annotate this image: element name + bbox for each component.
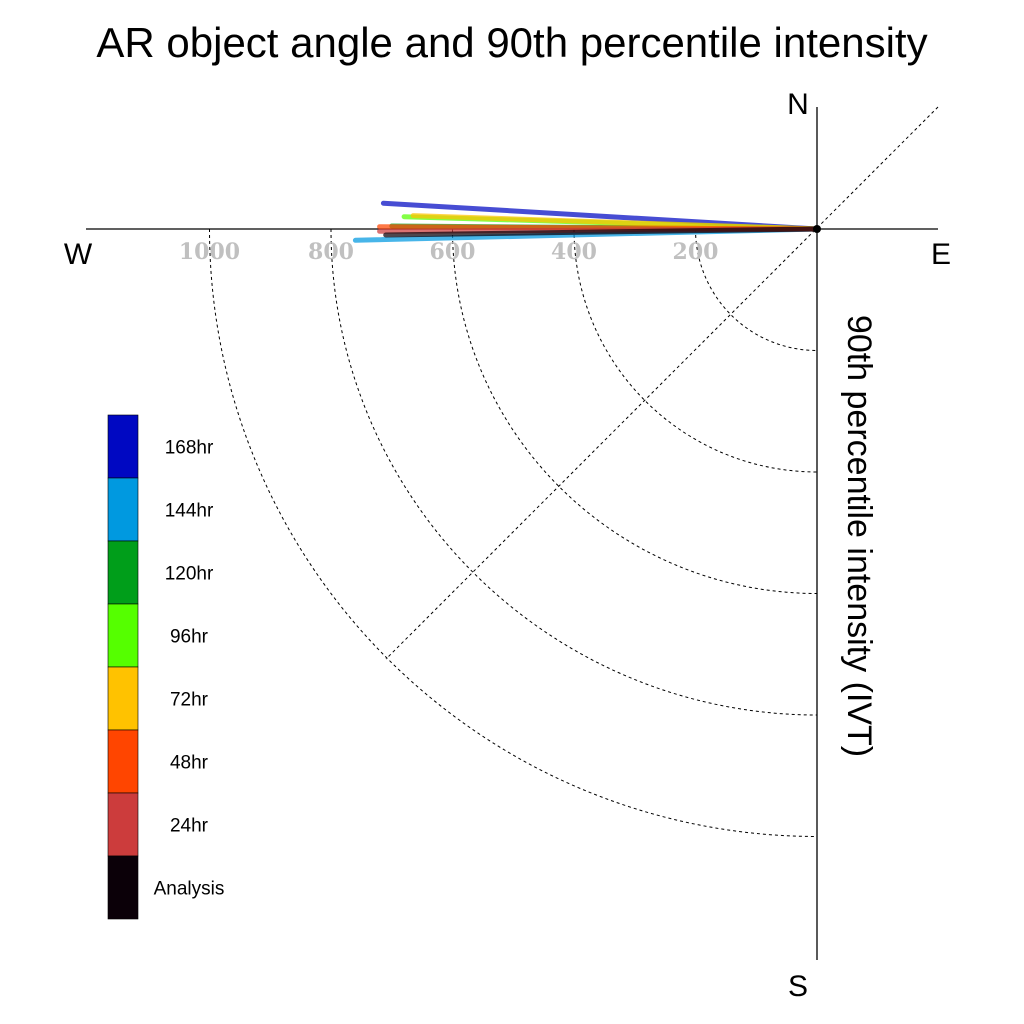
legend-label-144hr: 144hr [165, 501, 214, 522]
origin-dot [813, 225, 821, 233]
legend-swatch-48hr [107, 729, 139, 794]
compass-south: S [788, 970, 808, 1003]
forecast-vectors [352, 200, 820, 243]
tick-label-800: 800 [308, 239, 354, 265]
legend-swatch-72hr [107, 666, 139, 731]
tick-label-200: 200 [673, 239, 719, 265]
vector-analysis [383, 226, 820, 238]
tick-label-600: 600 [430, 239, 476, 265]
legend-label-120hr: 120hr [165, 564, 214, 585]
legend-swatch-144hr [107, 477, 139, 542]
diagonal-guide [385, 106, 939, 660]
tick-label-400: 400 [551, 239, 597, 265]
compass-east: E [931, 238, 951, 271]
legend-label-24hr: 24hr [170, 816, 209, 837]
legend-label-96hr: 96hr [170, 627, 209, 648]
ring-800 [330, 228, 818, 716]
compass-north: N [787, 88, 809, 121]
legend-swatch-120hr [107, 540, 139, 605]
chart-title: AR object angle and 90th percentile inte… [96, 19, 927, 66]
legend-swatch-24hr [107, 792, 139, 857]
legend-swatch-analysis [107, 855, 139, 920]
legend-label-168hr: 168hr [165, 438, 214, 459]
intensity-rings [209, 228, 818, 837]
ring-400 [573, 228, 818, 473]
legend-swatch-96hr [107, 603, 139, 668]
ring-200 [695, 228, 818, 351]
ring-1000 [209, 228, 818, 837]
tick-label-1000: 1000 [179, 239, 240, 265]
legend: 168hr 144hr 120hr 96hr 72hr 48hr 24hr Analysis [107, 414, 225, 920]
legend-label-analysis: Analysis [154, 879, 225, 900]
legend-label-48hr: 48hr [170, 753, 209, 774]
legend-label-72hr: 72hr [170, 690, 209, 711]
ring-600 [452, 228, 818, 594]
compass-west: W [64, 238, 93, 271]
legend-swatch-168hr [107, 414, 139, 479]
radial-tick-labels: 200 400 600 800 1000 [179, 239, 719, 265]
radial-axis-label: 90th percentile intensity (IVT) [840, 315, 878, 757]
